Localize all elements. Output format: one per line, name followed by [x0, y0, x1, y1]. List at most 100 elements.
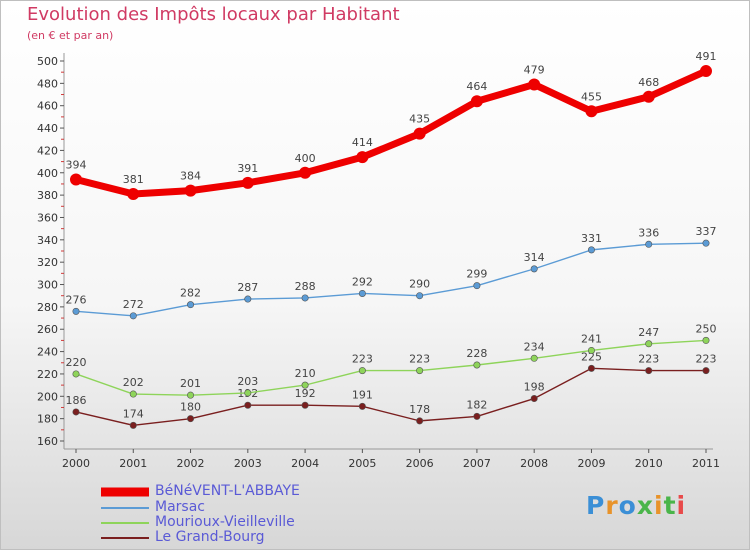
data-label: 394 — [66, 158, 87, 171]
data-label: 250 — [696, 322, 717, 335]
logo-letter: o — [618, 491, 637, 520]
x-tick-label: 2002 — [177, 457, 205, 470]
x-tick-label: 2005 — [348, 457, 376, 470]
data-label: 288 — [295, 280, 316, 293]
data-point — [187, 391, 195, 399]
data-label: 192 — [295, 387, 316, 400]
data-label: 400 — [295, 152, 316, 165]
data-label: 464 — [466, 80, 487, 93]
data-label: 336 — [638, 226, 659, 239]
data-point — [129, 421, 137, 429]
legend-item-benevent: BéNéVENT-L'ABBAYE — [101, 483, 371, 499]
y-tick-label: 180 — [37, 413, 58, 426]
data-label: 191 — [352, 388, 373, 401]
data-point — [72, 408, 80, 416]
data-label: 220 — [66, 356, 87, 369]
logo-letter: i — [676, 491, 687, 520]
y-tick-label: 300 — [37, 279, 58, 292]
data-point — [70, 173, 82, 186]
y-tick-label: 200 — [37, 390, 58, 403]
data-point — [72, 307, 80, 315]
y-tick-label: 440 — [37, 122, 58, 135]
data-label: 186 — [66, 394, 87, 407]
data-label: 210 — [295, 367, 316, 380]
data-point — [473, 412, 481, 420]
data-point — [358, 402, 366, 410]
data-point — [301, 294, 309, 302]
logo-letter: x — [636, 491, 654, 520]
data-point — [473, 282, 481, 290]
data-label: 223 — [352, 353, 373, 366]
data-point — [129, 312, 137, 320]
data-label: 314 — [524, 251, 545, 264]
x-tick-label: 2001 — [119, 457, 147, 470]
data-point — [470, 95, 483, 108]
legend-swatch-benevent — [101, 487, 149, 497]
x-tick-label: 2010 — [635, 457, 663, 470]
data-label: 468 — [638, 76, 659, 89]
y-tick-label: 320 — [37, 256, 58, 269]
y-tick-label: 360 — [37, 211, 58, 224]
x-tick-label: 2008 — [520, 457, 548, 470]
legend-swatch-grand-bourg — [101, 537, 149, 539]
data-label: 198 — [524, 381, 545, 394]
y-tick-label: 400 — [37, 167, 58, 180]
x-tick-label: 2004 — [291, 457, 319, 470]
data-label: 287 — [237, 281, 258, 294]
data-label: 414 — [352, 136, 373, 149]
y-tick-label: 260 — [37, 323, 58, 336]
y-tick-label: 500 — [37, 55, 58, 68]
data-label: 276 — [66, 293, 87, 306]
data-label: 223 — [409, 353, 430, 366]
data-label: 331 — [581, 232, 602, 245]
data-point — [587, 246, 595, 254]
y-tick-label: 340 — [37, 234, 58, 247]
y-tick-label: 480 — [37, 77, 58, 90]
data-point — [702, 336, 710, 344]
logo-letter: r — [605, 491, 619, 520]
y-tick-label: 380 — [37, 189, 58, 202]
y-tick-label: 240 — [37, 346, 58, 359]
data-point — [645, 367, 653, 375]
y-tick-label: 280 — [37, 301, 58, 314]
x-tick-label: 2003 — [234, 457, 262, 470]
data-label: 182 — [466, 398, 487, 411]
series-line-0 — [75, 67, 708, 198]
data-point — [700, 65, 712, 78]
data-point — [642, 90, 655, 103]
logo-letter: P — [586, 491, 606, 520]
data-point — [129, 390, 137, 398]
data-label: 435 — [409, 113, 430, 126]
data-point — [244, 389, 252, 397]
y-tick-label: 160 — [37, 435, 58, 448]
data-point — [358, 289, 366, 297]
data-label: 178 — [409, 403, 430, 416]
data-label: 201 — [180, 377, 201, 390]
y-tick-label: 420 — [37, 144, 58, 157]
x-tick-label: 2009 — [577, 457, 605, 470]
data-label: 234 — [524, 340, 545, 353]
data-point — [530, 265, 538, 273]
data-label: 180 — [180, 401, 201, 414]
data-point — [416, 367, 424, 375]
data-label: 290 — [409, 278, 430, 291]
data-label: 202 — [123, 376, 144, 389]
chart-subtitle: (en € et par an) — [27, 29, 114, 42]
data-point — [356, 151, 369, 164]
legend-swatch-marsac — [101, 507, 149, 509]
data-point — [528, 78, 541, 91]
data-point — [645, 340, 653, 348]
data-point — [416, 417, 424, 425]
data-point — [587, 364, 595, 372]
data-point — [244, 401, 252, 409]
data-label: 203 — [237, 375, 258, 388]
data-label: 391 — [237, 162, 258, 175]
y-tick-label: 220 — [37, 368, 58, 381]
data-label: 337 — [696, 225, 717, 238]
data-label: 228 — [466, 347, 487, 360]
data-point — [299, 166, 312, 179]
chart-title: Evolution des Impôts locaux par Habitant — [27, 4, 400, 25]
data-label: 479 — [524, 63, 545, 76]
